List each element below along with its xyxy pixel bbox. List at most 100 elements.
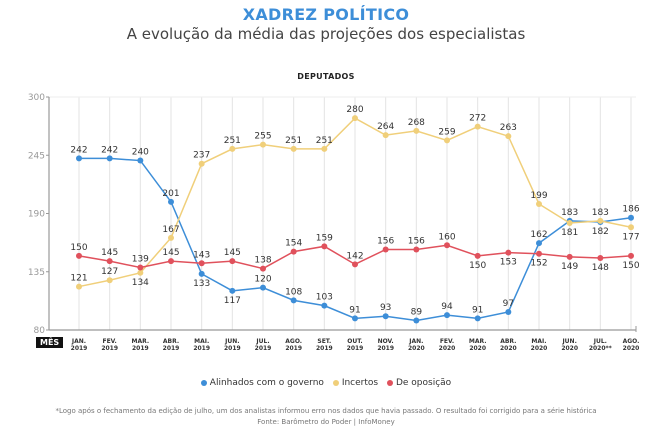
data-point [321,145,328,152]
data-label: 177 [622,232,639,242]
data-point [382,246,389,253]
data-label: 251 [285,136,302,146]
x-tick-label-year: 2019 [71,345,88,352]
x-tick-label-month: JAN. [71,338,86,345]
x-tick-label-year: 2019 [101,345,118,352]
data-point [474,123,481,130]
data-label: 108 [285,287,302,297]
x-tick-label-month: JUL. [593,338,607,345]
x-tick-label-year: 2020** [589,345,613,352]
chart-title: XADREZ POLÍTICO [242,5,410,24]
data-point [566,220,573,227]
data-label: 181 [561,228,578,238]
data-label: 259 [438,127,455,137]
legend-item-oposicao: De oposição [386,378,452,388]
data-label: 159 [316,233,333,243]
x-tick-label-month: MAI. [194,338,209,345]
legend-label: Incertos [341,378,379,388]
x-tick-label-year: 2019 [224,345,241,352]
x-tick-label-month: MAR. [132,338,150,345]
legend-dot-yellow [332,379,339,386]
data-point [536,250,542,257]
data-label: 127 [101,267,118,277]
data-point [597,217,604,224]
data-label: 280 [346,105,363,115]
data-point [474,315,481,322]
data-label: 138 [254,256,271,266]
legend-dot-red [386,379,393,386]
data-label: 156 [408,237,425,247]
x-tick-label-year: 2019 [347,345,364,352]
data-label: 242 [101,145,118,155]
legend-item-incertos: Incertos [332,378,379,388]
data-point [76,155,82,162]
x-tick-label-month: JAN. [408,338,423,345]
data-point [106,258,113,265]
data-label: 121 [70,274,87,284]
data-label: 93 [380,303,391,313]
data-label: 148 [592,263,609,273]
x-tick-label-month: SET. [317,338,331,345]
x-axis-label: MÊS [36,337,64,348]
data-point [106,155,113,162]
data-point [290,248,297,255]
data-label: 199 [530,191,547,201]
data-point [260,284,266,291]
data-label: 251 [316,136,333,146]
data-point [260,265,266,272]
data-label: 145 [162,248,179,258]
x-tick-label-year: 2020 [531,345,548,352]
data-point [444,242,450,249]
data-label: 89 [411,307,423,317]
data-label: 201 [162,189,179,199]
legend-label: De oposição [395,378,452,388]
data-label: 97 [503,299,514,309]
x-tick-label-month: MAI. [531,338,546,345]
data-label: 145 [224,248,241,258]
data-point [505,249,512,256]
x-tick-label-year: 2019 [163,345,180,352]
data-point [382,313,389,320]
x-tick-label-month: NOV. [378,338,394,345]
x-tick-label-year: 2020 [561,345,578,352]
data-label: 153 [500,258,517,268]
data-point [137,157,144,164]
data-label: 186 [622,205,639,215]
x-tick-label-year: 2019 [316,345,333,352]
data-label: 272 [469,114,486,124]
data-label: 117 [224,296,241,306]
x-tick-label-year: 2019 [377,345,394,352]
data-label: 251 [224,136,241,146]
data-label: 139 [132,255,149,265]
data-label: 103 [316,293,333,303]
data-point [505,308,512,315]
data-point [413,246,420,253]
data-point [444,312,450,319]
data-label: 154 [285,239,302,249]
data-label: 149 [561,262,578,272]
data-point [536,200,542,207]
legend-item-alinhados: Alinhados com o governo [200,378,324,388]
x-tick-label-month: FEV. [102,338,116,345]
data-label: 183 [561,208,578,218]
data-point [106,277,113,284]
x-tick-label-month: MAR. [469,338,487,345]
x-tick-label-year: 2020 [469,345,486,352]
y-tick-label: 135 [28,268,45,278]
data-label: 134 [132,278,149,288]
data-point [76,252,82,259]
data-label: 167 [162,225,179,235]
x-tick-label-year: 2019 [132,345,149,352]
data-point [413,317,420,324]
data-point [290,297,297,304]
data-point [260,141,266,148]
y-tick-label: 300 [28,93,45,103]
data-point [198,260,205,267]
x-tick-label-month: JUN. [561,338,576,345]
data-label: 263 [500,123,517,133]
data-point [352,115,358,122]
data-label: 183 [592,208,609,218]
source: Fonte: Barômetro do Poder | InfoMoney [257,418,395,426]
data-label: 150 [622,261,639,271]
data-point [413,127,420,134]
